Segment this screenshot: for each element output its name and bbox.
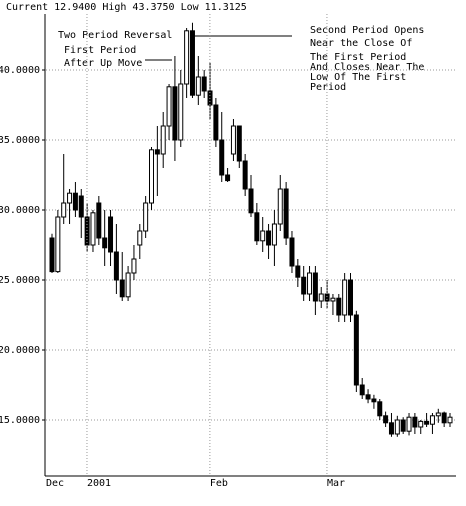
y-tick-label: 30.0000 (0, 205, 40, 216)
y-tick-label: 40.0000 (0, 65, 40, 76)
x-tick-label: 2001 (87, 478, 111, 489)
candle-body (383, 415, 389, 424)
candle-body (342, 279, 348, 316)
candle-body (254, 212, 260, 242)
candle-body (266, 230, 272, 246)
candle-body (435, 412, 441, 417)
candle-body (359, 384, 365, 396)
candle-body (78, 195, 84, 218)
candle-body (289, 237, 295, 267)
candle-body (143, 202, 149, 232)
x-tick-label: Dec (46, 478, 64, 489)
candle-body (195, 76, 201, 96)
candle-body (336, 297, 342, 316)
candle-body (201, 76, 207, 92)
candle-body (225, 174, 231, 182)
candle-body (412, 416, 418, 428)
annotation: Low Of The First (310, 72, 406, 83)
candle-body (61, 202, 67, 218)
candle-body (90, 212, 96, 246)
annotation: First Period (64, 45, 136, 56)
candle-body (330, 297, 336, 302)
candle-body (108, 216, 114, 253)
candle-body (160, 125, 166, 155)
candle-body (353, 314, 359, 386)
candle-body (242, 160, 248, 190)
candle-body (424, 420, 430, 425)
candle-body (277, 188, 283, 225)
annotation: Two Period Reversal (58, 30, 172, 41)
x-tick-label: Mar (327, 478, 345, 489)
candle-body (184, 30, 190, 85)
candle-body (400, 419, 406, 432)
candle-body (219, 139, 225, 176)
candle-body (429, 415, 435, 425)
candle-body (131, 258, 137, 274)
annotation: Second Period Opens (310, 25, 424, 36)
candle-body (371, 398, 377, 403)
candle-body (301, 276, 307, 295)
candle-body (394, 419, 400, 435)
x-tick-label: Feb (210, 478, 228, 489)
candle-body (388, 422, 394, 435)
candle-body (441, 412, 447, 424)
annotation: Period (310, 82, 346, 93)
candle-body (447, 416, 453, 424)
candle-body (166, 86, 172, 127)
candle-body (102, 237, 108, 249)
candle-body (125, 272, 131, 298)
annotation: And Closes Near The (310, 62, 424, 73)
candle-body (283, 188, 289, 239)
y-tick-label: 25.0000 (0, 275, 40, 286)
candle-body (49, 237, 55, 273)
y-tick-label: 35.0000 (0, 135, 40, 146)
candle-body (213, 104, 219, 141)
candle-body (230, 125, 236, 155)
candle-body (307, 272, 313, 295)
y-tick-label: 20.0000 (0, 345, 40, 356)
candle-body (365, 394, 371, 400)
candle-body (418, 420, 424, 428)
candle-body (55, 216, 61, 273)
candle-body (295, 265, 301, 278)
candle-body (406, 416, 412, 432)
candle-body (312, 272, 318, 302)
candle-body (189, 30, 195, 96)
candle-body (260, 230, 266, 242)
candle-body (318, 293, 324, 302)
candle-body (271, 223, 277, 246)
candle-body (377, 401, 383, 417)
candle-body (348, 279, 353, 316)
annotation: The First Period (310, 52, 406, 63)
candle-body (154, 149, 160, 155)
candle-body (172, 86, 178, 141)
candle-body (248, 188, 254, 214)
candle-body (149, 149, 154, 204)
candle-body (137, 230, 143, 246)
annotation: Near the Close Of (310, 38, 412, 49)
candle-body (236, 125, 242, 162)
chart-title: Current 12.9400 High 43.3750 Low 11.3125 (6, 2, 247, 13)
candle-body (72, 192, 78, 211)
candle-body (119, 279, 125, 298)
candle-body (178, 83, 184, 141)
candle-body (96, 202, 102, 239)
annotation: After Up Move (64, 58, 142, 69)
candle-body (113, 251, 119, 281)
y-tick-label: 15.0000 (0, 415, 40, 426)
candle-body (67, 192, 73, 204)
